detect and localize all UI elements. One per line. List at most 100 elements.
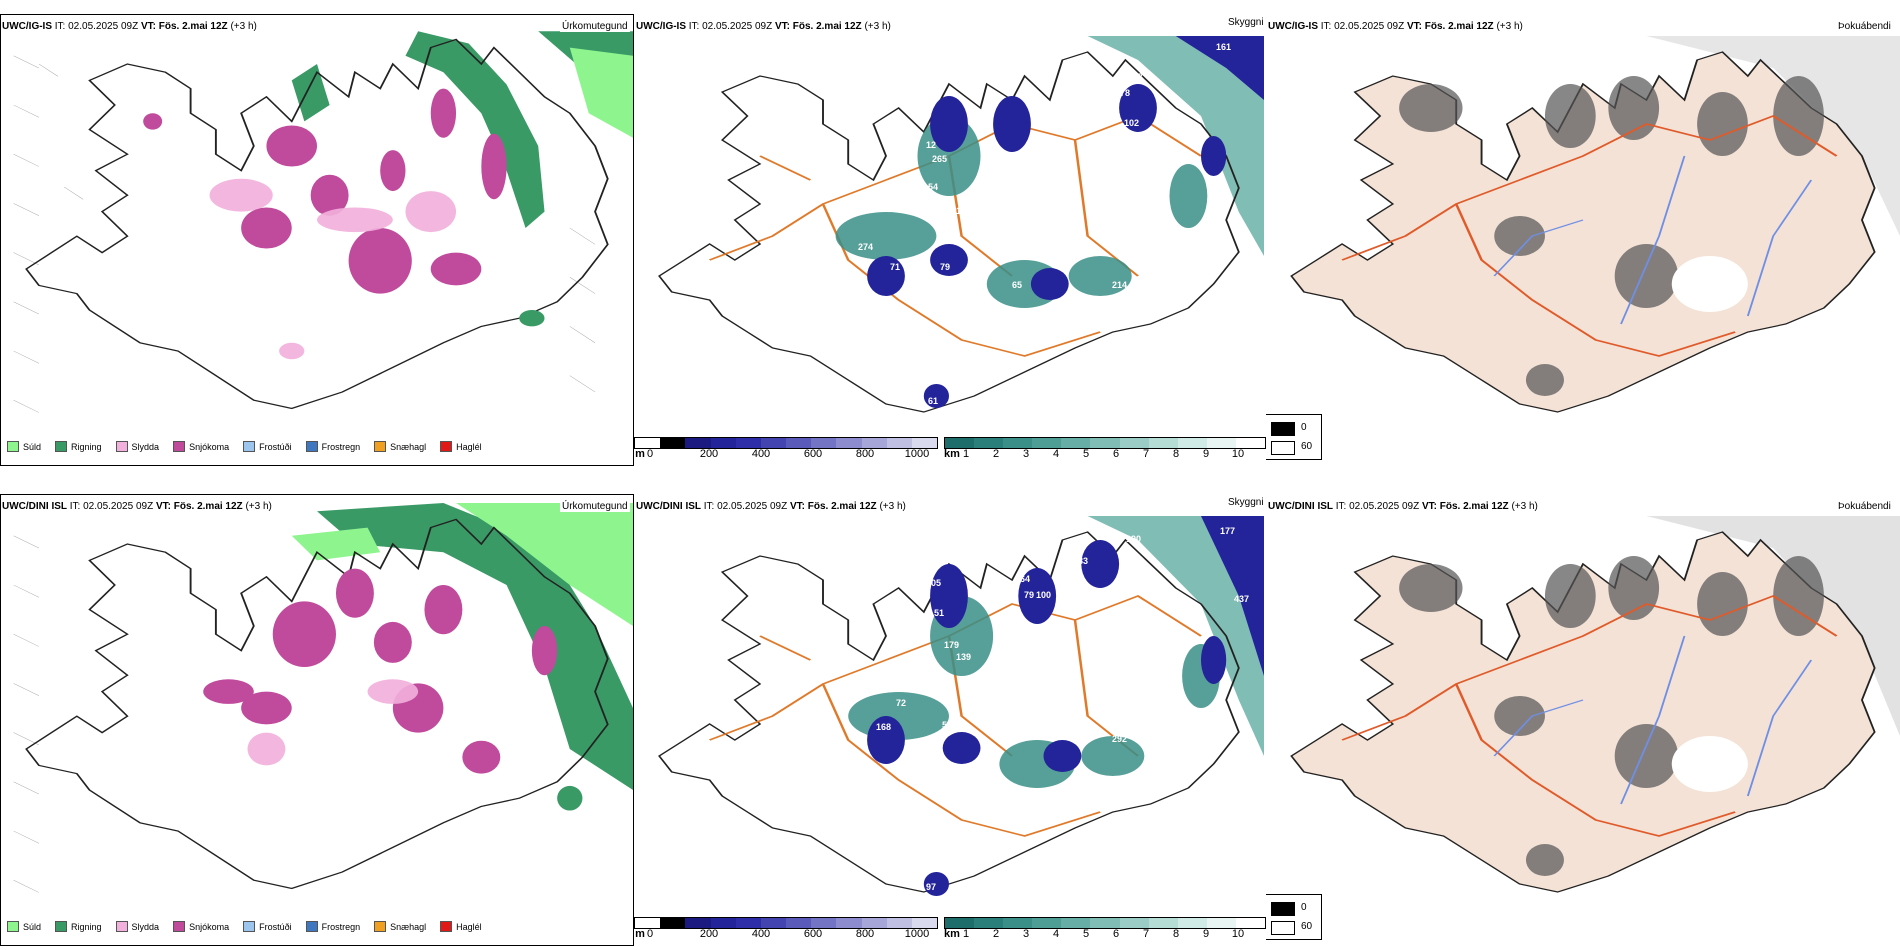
- visibility-colorbar: [944, 437, 1266, 449]
- legend-item: Rigning: [55, 921, 102, 932]
- visibility-label: 51: [934, 608, 945, 618]
- visibility-label: 42: [904, 400, 915, 410]
- visibility-labels-row1: 161 157 78 102 21 17 59 79 12 265 107 54…: [634, 36, 1264, 436]
- fog-legend-swatch: [1271, 921, 1295, 935]
- tick-label: 1000: [904, 448, 930, 460]
- legend-swatch: [173, 921, 186, 932]
- fog-legend-value: 0: [1301, 902, 1307, 913]
- legend-label: Frostúði: [259, 921, 292, 932]
- visibility-label: 119: [924, 282, 939, 292]
- legend-label: Rigning: [71, 921, 102, 932]
- visibility-map-row1: [634, 36, 1264, 436]
- tick-label: 400: [751, 928, 771, 940]
- visibility-label: 437: [1234, 594, 1250, 604]
- fog-legend-swatch: [1271, 441, 1295, 455]
- visibility-labels-row2: 177 190 83 68 146 437 64 79 100 105 100 …: [634, 516, 1264, 916]
- legend-swatch: [7, 441, 19, 452]
- panel-name: Skyggni: [1226, 497, 1266, 508]
- visibility-label: 78: [1120, 88, 1131, 98]
- tick-label: 9: [1202, 448, 1210, 460]
- visibility-label: 106: [956, 206, 972, 216]
- visibility-label: 79: [1024, 590, 1035, 600]
- precip-map-row2: [1, 503, 633, 913]
- visibility-label: 67: [1008, 736, 1019, 746]
- fog-map-row1: [1266, 36, 1900, 436]
- visibility-label: 139: [956, 652, 972, 662]
- visibility-label: 83: [1078, 556, 1089, 566]
- visibility-label: 68: [1072, 574, 1083, 584]
- visibility-label: 107: [888, 158, 904, 168]
- panel-title: UWC/DINI ISL IT: 02.05.2025 09Z VT: Fös.…: [2, 501, 272, 512]
- tick-label: 8: [1172, 928, 1180, 940]
- legend-swatch: [374, 441, 387, 452]
- precip-legend-row2: Súld Rigning Slydda Snjókoma Frostúði Fr…: [7, 921, 496, 932]
- visibility-label: 105: [926, 578, 942, 588]
- visibility-label: 74: [1050, 232, 1061, 242]
- tick-label: 4: [1052, 448, 1060, 460]
- fog-legend-row1: 0 60: [1266, 414, 1322, 460]
- visibility-colorbar-row2: km 1 2 3 4 5 6 7 8 9 10: [944, 917, 1266, 941]
- legend-label: Frostúði: [259, 441, 292, 452]
- visibility-label: 10: [1048, 690, 1059, 700]
- tick-label: 6: [1112, 448, 1120, 460]
- visibility-label: 274: [858, 242, 874, 252]
- visibility-label: 177: [1220, 526, 1236, 536]
- tick-label: 5: [1082, 928, 1090, 940]
- visibility-label: 272: [882, 666, 898, 676]
- visibility-label: 64: [1020, 574, 1031, 584]
- legend-item: Frostregn: [305, 921, 360, 932]
- panel-name: Úrkomutegund: [560, 501, 630, 512]
- legend-item: Frostúði: [243, 441, 292, 452]
- legend-label: Snjókoma: [189, 921, 230, 932]
- panel-name: Úrkomutegund: [560, 21, 630, 32]
- legend-swatch: [440, 441, 453, 452]
- legend-swatch: [305, 921, 318, 932]
- tick-label: 600: [803, 448, 823, 460]
- legend-label: Snæhagl: [390, 441, 427, 452]
- tick-label: 200: [699, 448, 719, 460]
- tick-label: 8: [1172, 448, 1180, 460]
- legend-label: Frostregn: [321, 441, 361, 452]
- visibility-label: 80: [862, 290, 873, 300]
- legend-swatch: [243, 921, 256, 932]
- elevation-colorbar-row2: m 0 200 400 600 800 1000: [634, 917, 938, 941]
- legend-item: Frostregn: [305, 441, 361, 452]
- tick-label: 4: [1052, 928, 1060, 940]
- visibility-label: 79: [1030, 114, 1041, 124]
- legend-item: Súld: [7, 441, 41, 452]
- tick-label: 600: [803, 928, 823, 940]
- visibility-label: 71: [890, 262, 901, 272]
- visibility-label: 59: [1138, 160, 1149, 170]
- panel-name: Skyggni: [1226, 17, 1266, 28]
- visibility-label: 17: [1078, 102, 1089, 112]
- tick-label: 400: [751, 448, 771, 460]
- tick-label: 7: [1142, 928, 1150, 940]
- tick-label: 1000: [904, 928, 930, 940]
- tick-label: 800: [855, 448, 875, 460]
- panel-title: UWC/IG-IS IT: 02.05.2025 09Z VT: Fös. 2.…: [636, 21, 891, 32]
- visibility-label: 56: [942, 720, 953, 730]
- tick-label: 2: [992, 448, 1000, 460]
- legend-swatch: [55, 441, 68, 452]
- tick-label: 6: [1112, 928, 1120, 940]
- panel-title: UWC/IG-IS IT: 02.05.2025 09Z VT: Fös. 2.…: [2, 21, 257, 32]
- legend-item: Haglél: [440, 441, 482, 452]
- visibility-label: 102: [1124, 118, 1140, 128]
- legend-label: Snjókoma: [189, 441, 230, 452]
- visibility-label: 32: [996, 726, 1007, 736]
- fog-legend-value: 60: [1301, 441, 1313, 452]
- legend-swatch: [55, 921, 68, 932]
- elevation-unit: m: [635, 448, 645, 460]
- panel-title: UWC/IG-IS IT: 02.05.2025 09Z VT: Fös. 2.…: [1268, 21, 1523, 32]
- legend-item: Rigning: [55, 441, 102, 452]
- legend-label: Slydda: [131, 921, 160, 932]
- tick-label: 0: [646, 928, 654, 940]
- tick-label: 200: [699, 928, 719, 940]
- tick-label: 3: [1022, 448, 1030, 460]
- fog-legend-swatch: [1271, 902, 1295, 916]
- tick-label: 800: [855, 928, 875, 940]
- visibility-label: 12: [926, 140, 937, 150]
- tick-label: 10: [1231, 928, 1245, 940]
- legend-item: Snjókoma: [173, 441, 229, 452]
- legend-swatch: [7, 921, 19, 932]
